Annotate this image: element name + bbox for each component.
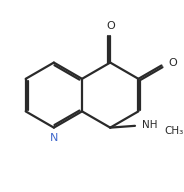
Text: O: O xyxy=(107,21,116,31)
Text: N: N xyxy=(50,133,58,143)
Text: O: O xyxy=(169,58,178,68)
Text: CH₃: CH₃ xyxy=(164,126,183,136)
Text: NH: NH xyxy=(142,120,158,130)
